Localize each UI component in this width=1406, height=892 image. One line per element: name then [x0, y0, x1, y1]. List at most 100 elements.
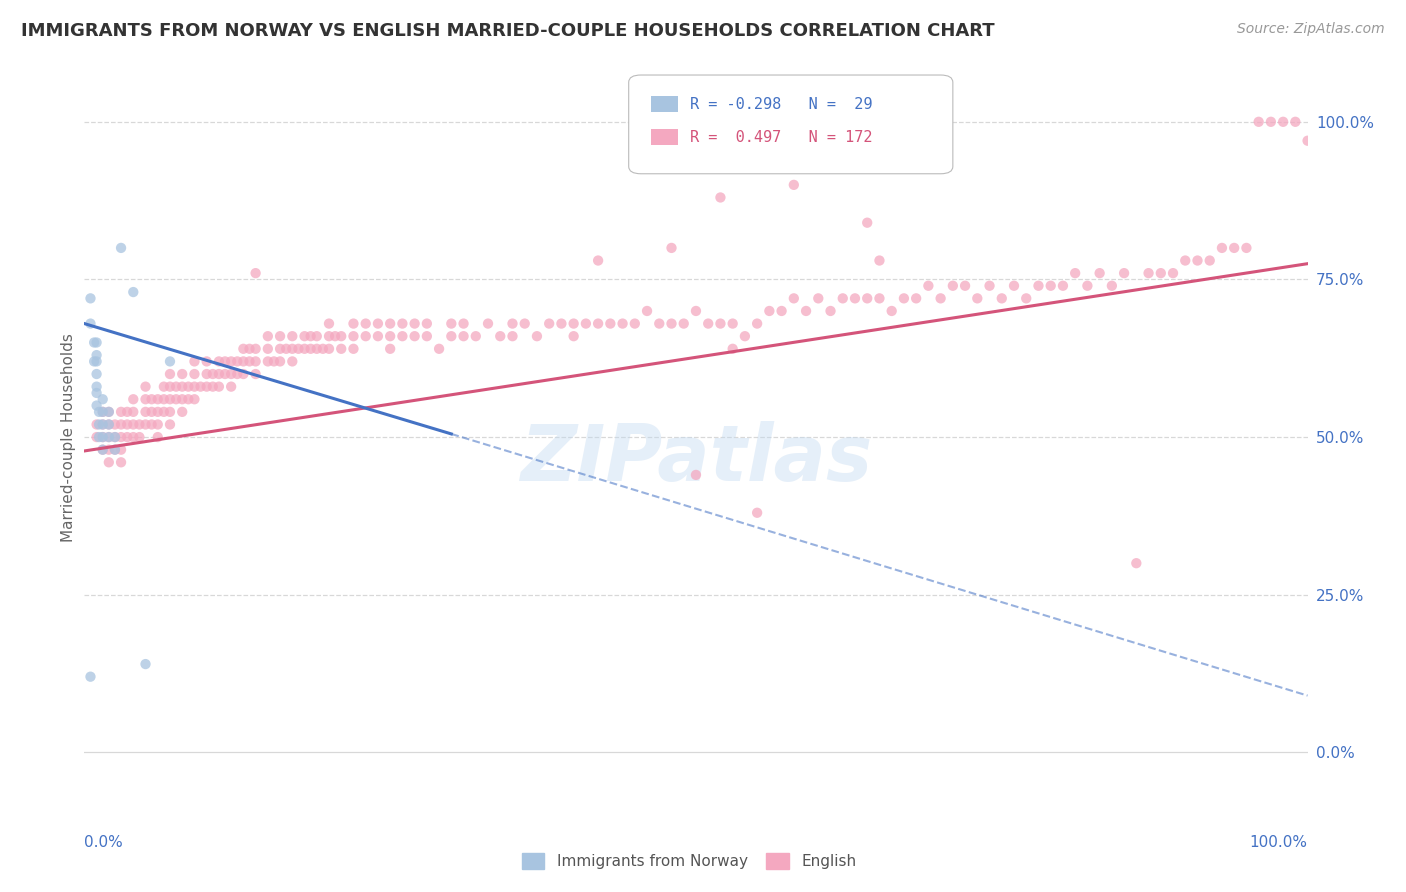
Point	[953, 278, 976, 293]
Point	[122, 392, 145, 407]
Point	[153, 405, 176, 419]
Point	[79, 317, 101, 331]
Point	[83, 354, 105, 368]
Point	[97, 417, 120, 432]
Point	[991, 291, 1014, 305]
Point	[1236, 241, 1258, 255]
Point	[526, 329, 548, 343]
Point	[380, 329, 402, 343]
Point	[856, 216, 879, 230]
Point	[86, 335, 108, 350]
Point	[135, 417, 157, 432]
Point	[318, 317, 340, 331]
Point	[190, 379, 212, 393]
Point	[219, 379, 242, 393]
Point	[1039, 278, 1062, 293]
Point	[195, 367, 218, 381]
Point	[697, 317, 720, 331]
Point	[110, 417, 132, 432]
Point	[245, 266, 267, 280]
Point	[183, 367, 205, 381]
Point	[269, 329, 291, 343]
Point	[110, 442, 132, 457]
Text: R =  0.497   N = 172: R = 0.497 N = 172	[690, 129, 872, 145]
Point	[661, 241, 683, 255]
Point	[159, 367, 181, 381]
Point	[305, 329, 328, 343]
Point	[427, 342, 450, 356]
Point	[1211, 241, 1233, 255]
Point	[91, 417, 114, 432]
Point	[208, 367, 231, 381]
Point	[97, 430, 120, 444]
Point	[135, 405, 157, 419]
Point	[177, 379, 200, 393]
Point	[172, 367, 194, 381]
Point	[232, 367, 254, 381]
Point	[342, 317, 364, 331]
Point	[391, 317, 413, 331]
Point	[238, 342, 260, 356]
Point	[440, 317, 463, 331]
Point	[734, 329, 756, 343]
Point	[135, 379, 157, 393]
Point	[146, 405, 169, 419]
Point	[208, 379, 231, 393]
Point	[183, 354, 205, 368]
Point	[453, 317, 475, 331]
Point	[880, 304, 903, 318]
Point	[141, 417, 163, 432]
Point	[115, 430, 138, 444]
Point	[1174, 253, 1197, 268]
Point	[783, 178, 806, 192]
Point	[721, 342, 744, 356]
Point	[87, 417, 110, 432]
Point	[599, 317, 621, 331]
Point	[91, 442, 114, 457]
Point	[1125, 556, 1147, 570]
Point	[153, 392, 176, 407]
Point	[453, 329, 475, 343]
Point	[257, 329, 280, 343]
Point	[87, 405, 110, 419]
Point	[97, 417, 120, 432]
Point	[135, 392, 157, 407]
Point	[110, 430, 132, 444]
Text: 100.0%: 100.0%	[1250, 836, 1308, 850]
Point	[404, 317, 426, 331]
Point	[820, 304, 842, 318]
Point	[86, 367, 108, 381]
Point	[110, 455, 132, 469]
Point	[232, 354, 254, 368]
Point	[575, 317, 598, 331]
Bar	[651, 129, 678, 145]
Point	[91, 442, 114, 457]
Point	[586, 253, 609, 268]
Point	[195, 354, 218, 368]
Point	[128, 430, 150, 444]
Point	[661, 317, 683, 331]
Point	[245, 342, 267, 356]
Point	[979, 278, 1001, 293]
Point	[115, 417, 138, 432]
Point	[1064, 266, 1087, 280]
Point	[1052, 278, 1074, 293]
Point	[201, 379, 224, 393]
Point	[238, 354, 260, 368]
Point	[318, 329, 340, 343]
Point	[104, 430, 127, 444]
Point	[893, 291, 915, 305]
Point	[276, 342, 298, 356]
Point	[263, 354, 285, 368]
Point	[146, 430, 169, 444]
Point	[245, 354, 267, 368]
Point	[1002, 278, 1025, 293]
Point	[672, 317, 695, 331]
Point	[1223, 241, 1246, 255]
Point	[770, 304, 793, 318]
Point	[747, 506, 769, 520]
Point	[281, 354, 304, 368]
Point	[612, 317, 634, 331]
Point	[122, 417, 145, 432]
Point	[122, 430, 145, 444]
